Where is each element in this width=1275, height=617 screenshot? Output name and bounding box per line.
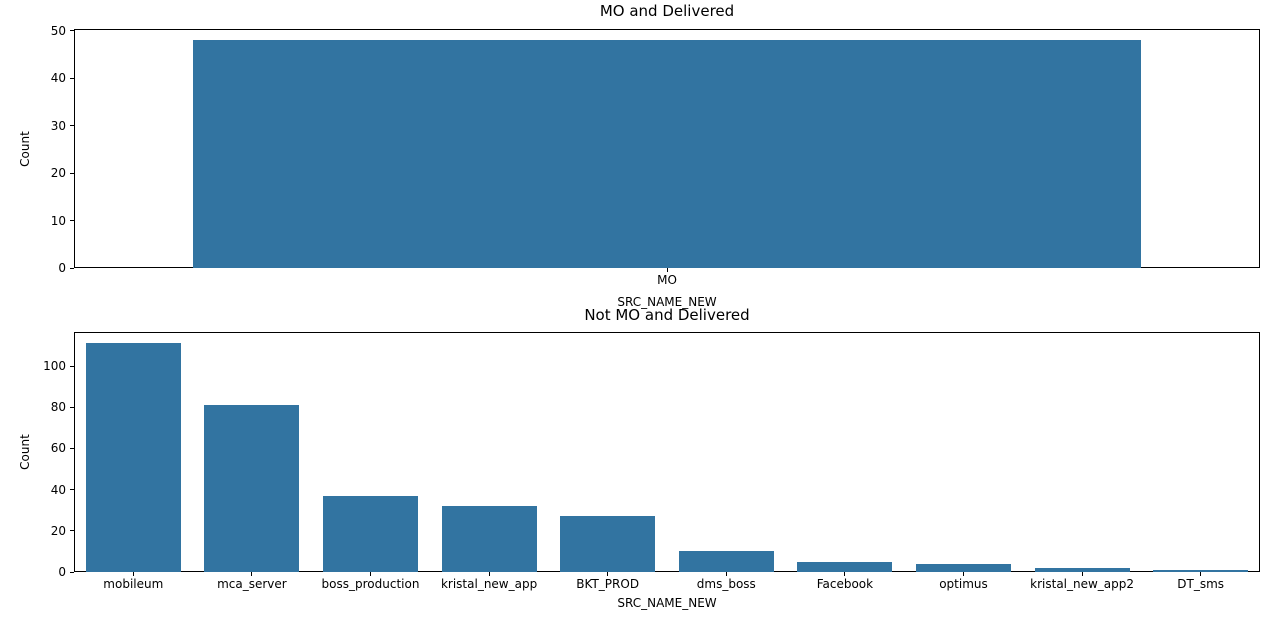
x-tick-mark <box>488 572 490 576</box>
bar <box>560 516 656 572</box>
y-tick-mark <box>70 530 74 532</box>
y-tick-label: 30 <box>50 118 66 133</box>
x-tick-mark <box>844 572 846 576</box>
x-tick-label: mobileum <box>103 577 164 591</box>
y-tick-label: 60 <box>50 441 66 456</box>
y-tick-label: 80 <box>50 400 66 415</box>
y-tick-label: 0 <box>58 565 66 579</box>
y-tick-mark <box>70 220 74 222</box>
bar <box>323 495 418 572</box>
x-tick-label: mca_server <box>217 577 287 591</box>
bar <box>441 506 537 572</box>
bar <box>192 40 1142 268</box>
x-tick-label: BKT_PROD <box>576 577 640 591</box>
x-tick-mark <box>251 572 253 576</box>
y-tick-label: 20 <box>50 166 66 181</box>
x-axis-label: SRC_NAME_NEW <box>617 295 717 309</box>
y-tick-mark <box>70 571 74 573</box>
y-tick-mark <box>70 30 74 32</box>
y-tick-label: 40 <box>50 482 66 497</box>
y-tick-label: 100 <box>43 359 66 374</box>
x-tick-mark <box>607 572 609 576</box>
y-tick-mark <box>70 267 74 269</box>
bar <box>85 343 181 572</box>
x-tick-mark <box>666 268 668 272</box>
x-tick-mark <box>370 572 371 576</box>
x-tick-mark <box>132 572 134 576</box>
bar <box>678 551 774 572</box>
y-tick-mark <box>70 365 74 367</box>
x-tick-mark <box>963 572 964 576</box>
x-tick-mark <box>1081 572 1083 576</box>
y-tick-mark <box>70 172 74 174</box>
y-tick-mark <box>70 447 74 449</box>
x-tick-mark <box>1200 572 1202 576</box>
bar <box>1153 569 1249 572</box>
x-tick-label: DT_sms <box>1177 577 1225 591</box>
x-tick-label: kristal_new_app <box>440 577 538 591</box>
y-tick-label: 10 <box>50 213 66 228</box>
x-tick-label: MO <box>657 273 677 287</box>
y-tick-label: 20 <box>50 523 66 538</box>
y-tick-mark <box>70 77 74 79</box>
bar <box>797 561 893 572</box>
x-tick-label: boss_production <box>321 577 420 591</box>
y-tick-mark <box>70 489 74 491</box>
chart-title: Not MO and Delivered <box>584 306 750 324</box>
x-tick-label: Facebook <box>816 577 874 591</box>
y-tick-label: 50 <box>50 23 66 38</box>
x-axis-label: SRC_NAME_NEW <box>617 596 717 610</box>
x-tick-label: dms_boss <box>696 577 756 591</box>
x-tick-label: kristal_new_app2 <box>1030 577 1135 591</box>
bar <box>1034 567 1130 572</box>
y-tick-mark <box>70 406 74 408</box>
y-tick-mark <box>70 125 74 127</box>
x-tick-label: optimus <box>939 577 988 591</box>
y-tick-label: 40 <box>50 71 66 86</box>
x-tick-mark <box>725 572 727 576</box>
y-tick-label: 0 <box>58 261 66 275</box>
chart-title: MO and Delivered <box>599 2 735 20</box>
bar <box>204 405 300 572</box>
bar <box>916 563 1011 572</box>
